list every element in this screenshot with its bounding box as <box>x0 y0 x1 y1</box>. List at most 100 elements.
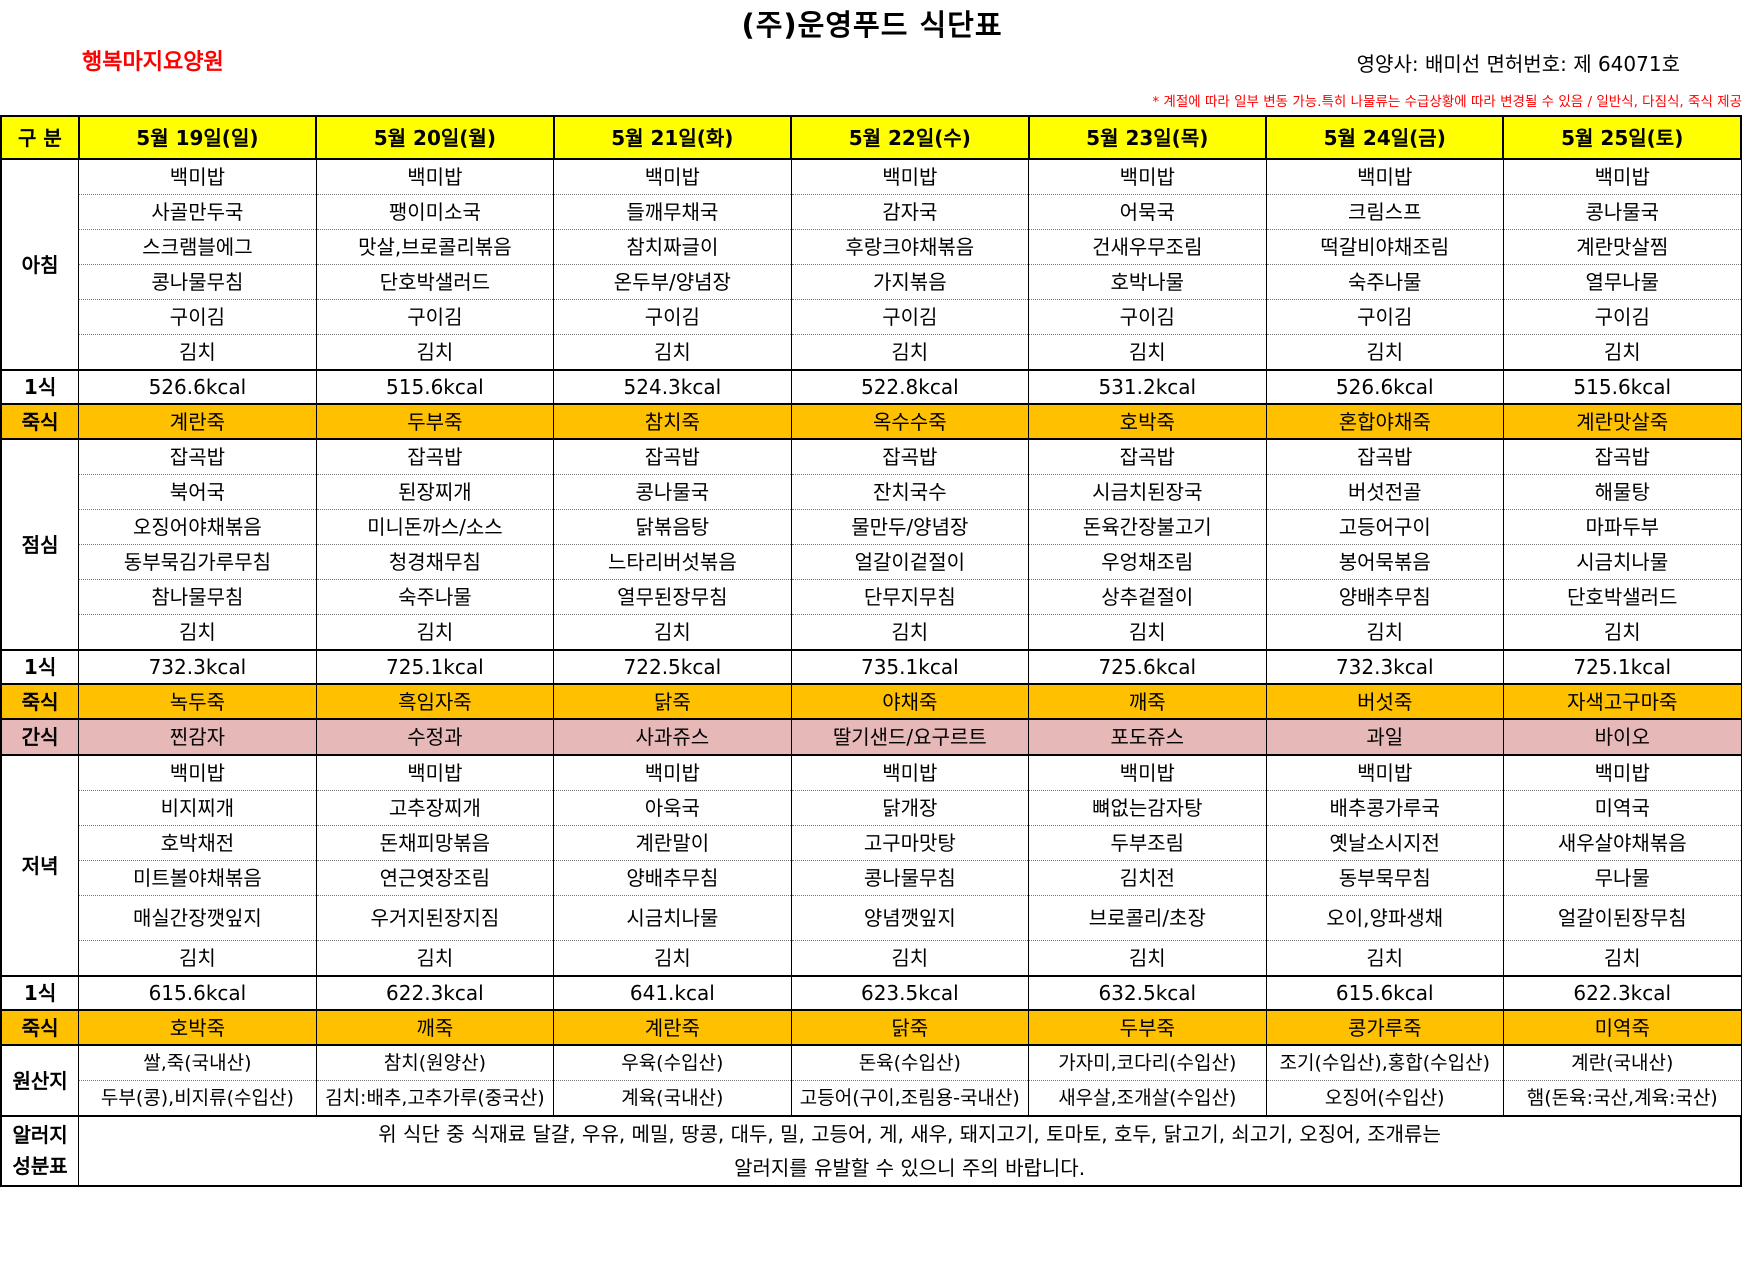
menu-item: 김치 <box>1028 334 1267 371</box>
porridge-item: 닭죽 <box>553 683 792 720</box>
porridge-item: 깨죽 <box>1028 683 1267 720</box>
menu-item: 매실간장깻잎지 <box>78 895 317 941</box>
menu-row: 미트볼야채볶음 연근엿장조림 양배추무침 콩나물무침 김치전 동부묵무침 무나물 <box>1 860 1742 896</box>
menu-item: 닭볶음탕 <box>553 509 792 545</box>
menu-item: 버섯전골 <box>1265 474 1504 510</box>
menu-item: 양배추무침 <box>1265 579 1504 615</box>
notice-text: * 계절에 따라 일부 변동 가능.특히 나물류는 수급상황에 따라 변경될 수… <box>1152 94 1742 110</box>
menu-item: 잡곡밥 <box>790 438 1030 475</box>
menu-row: 동부묵김가루무침 청경채무침 느타리버섯볶음 얼갈이겉절이 우엉채조림 봉어묵볶음 시금치나… <box>1 544 1742 580</box>
porridge-row: 죽식 호박죽 깨죽 계란죽 닭죽 두부죽 콩가루죽 미역죽 <box>0 1009 1742 1046</box>
menu-item: 숙주나물 <box>315 579 555 615</box>
menu-item: 뼈없는감자탕 <box>1028 790 1267 826</box>
menu-item: 열무나물 <box>1502 264 1742 300</box>
menu-item: 상추겉절이 <box>1028 579 1267 615</box>
porridge-item: 호박죽 <box>78 1009 317 1046</box>
menu-item: 잡곡밥 <box>1502 438 1742 475</box>
menu-item: 미트볼야채볶음 <box>78 860 317 896</box>
porridge-item: 혼합야채죽 <box>1265 403 1504 440</box>
menu-item: 김치 <box>1502 940 1742 977</box>
origin-item: 우육(수입산) <box>553 1044 792 1081</box>
facility-name: 행복마지요양원 <box>82 50 224 75</box>
menu-item: 청경채무침 <box>315 544 555 580</box>
menu-item: 동부묵김가루무침 <box>78 544 317 580</box>
menu-item: 잡곡밥 <box>1028 438 1267 475</box>
corner-label: 구 분 <box>0 115 80 160</box>
menu-item: 백미밥 <box>1265 158 1504 195</box>
menu-item: 브로콜리/초장 <box>1028 895 1267 941</box>
kcal-value: 725.1kcal <box>315 649 555 685</box>
snack-item: 사과쥬스 <box>553 718 792 756</box>
menu-item: 크림스프 <box>1265 194 1504 230</box>
kcal-value: 622.3kcal <box>1502 975 1742 1011</box>
lunch-label: 점심 <box>0 438 80 650</box>
menu-item: 온두부/양념장 <box>553 264 792 300</box>
origin-item: 쌀,죽(국내산) <box>78 1044 317 1081</box>
origin-item: 고등어(구이,조림용-국내산) <box>790 1080 1030 1116</box>
menu-item: 잡곡밥 <box>78 438 317 475</box>
menu-item: 잡곡밥 <box>553 438 792 475</box>
menu-item: 콩나물무침 <box>790 860 1030 896</box>
menu-item: 아욱국 <box>553 790 792 826</box>
kcal-value: 531.2kcal <box>1028 369 1267 405</box>
kcal-row: 1식 732.3kcal 725.1kcal 722.5kcal 735.1kcal 72… <box>0 649 1742 685</box>
kcal-value: 732.3kcal <box>1265 649 1504 685</box>
menu-item: 미니돈까스/소스 <box>315 509 555 545</box>
menu-item: 김치 <box>1028 940 1267 977</box>
menu-item: 비지찌개 <box>78 790 317 826</box>
menu-item: 닭개장 <box>790 790 1030 826</box>
menu-item: 백미밥 <box>553 754 792 791</box>
menu-item: 김치 <box>315 334 555 371</box>
menu-item: 콩나물무침 <box>78 264 317 300</box>
kcal-value: 526.6kcal <box>1265 369 1504 405</box>
day-header: 5월 21일(화) <box>552 115 793 160</box>
menu-item: 연근엿장조림 <box>315 860 555 896</box>
porridge-item: 계란죽 <box>553 1009 792 1046</box>
origin-item: 조기(수입산),홍합(수입산) <box>1265 1044 1504 1081</box>
porridge-item: 두부죽 <box>1028 1009 1267 1046</box>
menu-item: 김치 <box>78 614 317 651</box>
menu-row: 매실간장깻잎지 우거지된장지짐 시금치나물 양념깻잎지 브로콜리/초장 오이,양파생채 얼갈… <box>1 895 1742 941</box>
menu-item: 김치전 <box>1028 860 1267 896</box>
menu-item: 오징어야채볶음 <box>78 509 317 545</box>
menu-item: 잡곡밥 <box>1265 438 1504 475</box>
menu-item: 고구마맛탕 <box>790 825 1030 861</box>
menu-item: 김치 <box>78 940 317 977</box>
porridge-item: 깨죽 <box>315 1009 555 1046</box>
menu-item: 새우살야채볶음 <box>1502 825 1742 861</box>
menu-item: 얼갈이겉절이 <box>790 544 1030 580</box>
menu-item: 구이김 <box>790 299 1030 335</box>
menu-item: 맛살,브로콜리볶음 <box>315 229 555 265</box>
menu-item: 백미밥 <box>1265 754 1504 791</box>
header-row: 구 분 5월 19일(일) 5월 20일(월) 5월 21일(화) 5월 22일(수) 5… <box>0 115 1742 160</box>
menu-item: 시금치된장국 <box>1028 474 1267 510</box>
kcal-value: 725.1kcal <box>1502 649 1742 685</box>
menu-item: 김치 <box>553 614 792 651</box>
menu-item: 김치 <box>790 940 1030 977</box>
menu-item: 우거지된장지짐 <box>315 895 555 941</box>
porridge-item: 두부죽 <box>315 403 555 440</box>
porridge-item: 콩가루죽 <box>1265 1009 1504 1046</box>
menu-item: 백미밥 <box>78 754 317 791</box>
menu-item: 김치 <box>790 614 1030 651</box>
kcal-value: 515.6kcal <box>1502 369 1742 405</box>
allergy-label: 알러지 성분표 <box>0 1115 80 1187</box>
menu-row: 스크램블에그 맛살,브로콜리볶음 참치짜글이 후랑크야채볶음 건새우무조림 떡갈비야채조림… <box>1 229 1742 265</box>
menu-item: 얼갈이된장무침 <box>1502 895 1742 941</box>
menu-item: 동부묵무침 <box>1265 860 1504 896</box>
menu-item: 돈육간장불고기 <box>1028 509 1267 545</box>
menu-item: 김치 <box>553 334 792 371</box>
kcal-value: 615.6kcal <box>78 975 317 1011</box>
kcal-value: 722.5kcal <box>553 649 792 685</box>
menu-item: 백미밥 <box>1502 754 1742 791</box>
menu-item: 고등어구이 <box>1265 509 1504 545</box>
porridge-item: 닭죽 <box>790 1009 1030 1046</box>
menu-row: 참나물무침 숙주나물 열무된장무침 단무지무침 상추겉절이 양배추무침 단호박샐러드 <box>1 579 1742 615</box>
menu-item: 백미밥 <box>790 158 1030 195</box>
kcal-value: 632.5kcal <box>1028 975 1267 1011</box>
kcal-value: 735.1kcal <box>790 649 1030 685</box>
menu-item: 두부조림 <box>1028 825 1267 861</box>
menu-row: 저녁 백미밥 백미밥 백미밥 백미밥 백미밥 백미밥 백미밥 <box>0 754 1742 976</box>
menu-item: 김치 <box>553 940 792 977</box>
menu-item: 콩나물국 <box>1502 194 1742 230</box>
